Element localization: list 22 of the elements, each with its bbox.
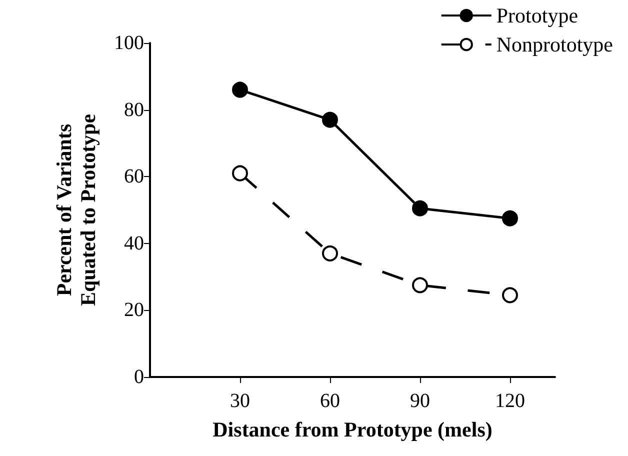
legend-label: Prototype	[496, 4, 578, 28]
point	[232, 82, 248, 98]
y-axis-title: Percent of Variants Equated to Prototype	[52, 114, 100, 306]
x-tick-label: 120	[495, 390, 525, 412]
y-tick-label: 0	[134, 366, 144, 388]
point	[232, 165, 248, 182]
point	[502, 287, 518, 304]
y-tick-label: 100	[114, 32, 144, 54]
y-tick-label: 20	[124, 299, 144, 322]
x-tick-label: 90	[410, 390, 430, 412]
x-axis-title: Distance from Prototype (mels)	[212, 418, 492, 442]
x-tick-label: 30	[230, 390, 250, 412]
legend-label: Nonprototype	[496, 32, 614, 56]
point	[322, 112, 338, 128]
point	[322, 245, 338, 262]
y-tick-label: 60	[124, 166, 144, 188]
point	[502, 210, 518, 226]
y-tick-label: 40	[124, 232, 144, 254]
x-tick-label: 60	[320, 390, 340, 412]
point	[412, 277, 428, 294]
point	[412, 200, 428, 216]
y-tick-label: 80	[124, 98, 144, 121]
